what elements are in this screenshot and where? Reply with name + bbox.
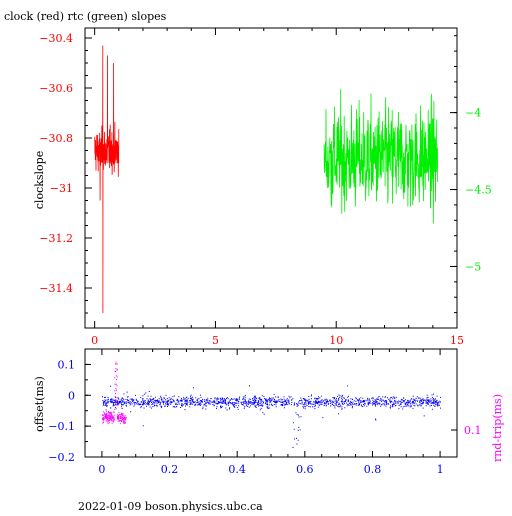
bottom-axes: 0 0.2 0.4 0.6 0.8 1 0.1 0 −0.1 −0.2 0.1: [48, 348, 482, 476]
top-left-tick-label: −30.8: [39, 132, 73, 145]
top-plot-frame: [84, 27, 458, 329]
top-x-tick-label: 5: [212, 334, 219, 347]
bottom-x-tick-label: 1: [437, 463, 444, 476]
top-x-tick-label: 10: [329, 334, 343, 347]
bottom-series: [101, 361, 441, 448]
bottom-x-tick-label: 0.4: [228, 463, 246, 476]
footer-date-host: 2022-01-09 boson.physics.ubc.ca: [78, 500, 263, 512]
bottom-right-tick-label: 0.1: [464, 424, 482, 437]
top-right-tick-label: −4: [465, 107, 481, 120]
top-left-tick-label: −30.6: [39, 82, 73, 95]
bottom-y-axis-label: offset(ms): [33, 376, 46, 432]
top-left-tick-label: −31.2: [39, 232, 73, 245]
top-right-tick-label: −5: [465, 260, 481, 273]
bottom-left-tick-label: 0.1: [58, 358, 76, 371]
top-right-tick-label: −4.5: [465, 184, 492, 197]
top-series: [94, 45, 439, 314]
clock-slope-series-line: [94, 45, 120, 314]
bottom-left-tick-label: −0.2: [48, 451, 75, 464]
top-x-tick-label: 0: [91, 334, 98, 347]
chart-title: clock (red) rtc (green) slopes: [4, 10, 167, 23]
top-left-tick-label: −30.4: [39, 32, 73, 45]
bottom-left-tick-label: 0: [68, 389, 75, 402]
round-trip-scatter-points: [101, 361, 127, 425]
bottom-left-tick-label: −0.1: [48, 420, 75, 433]
top-axes: 0 5 10 15 −30.4 −30.6 −30.8 −31 −31.2 −31.4 −4 −4.5…: [39, 28, 492, 347]
top-x-tick-label: 15: [450, 334, 464, 347]
offset-scatter-points: [102, 385, 441, 448]
bottom-x-tick-label: 0.2: [161, 463, 179, 476]
rtc-slope-series-line: [323, 88, 439, 224]
bottom-x-tick-label: 0: [98, 463, 105, 476]
top-left-tick-label: −31.4: [39, 282, 73, 295]
bottom-x-tick-label: 0.6: [296, 463, 314, 476]
top-left-tick-label: −31: [50, 182, 73, 195]
bottom-x-tick-label: 0.8: [364, 463, 382, 476]
bottom-right-axis-label: rnd-trip(ms): [491, 394, 504, 462]
top-y-axis-label: clockslope: [33, 151, 46, 209]
